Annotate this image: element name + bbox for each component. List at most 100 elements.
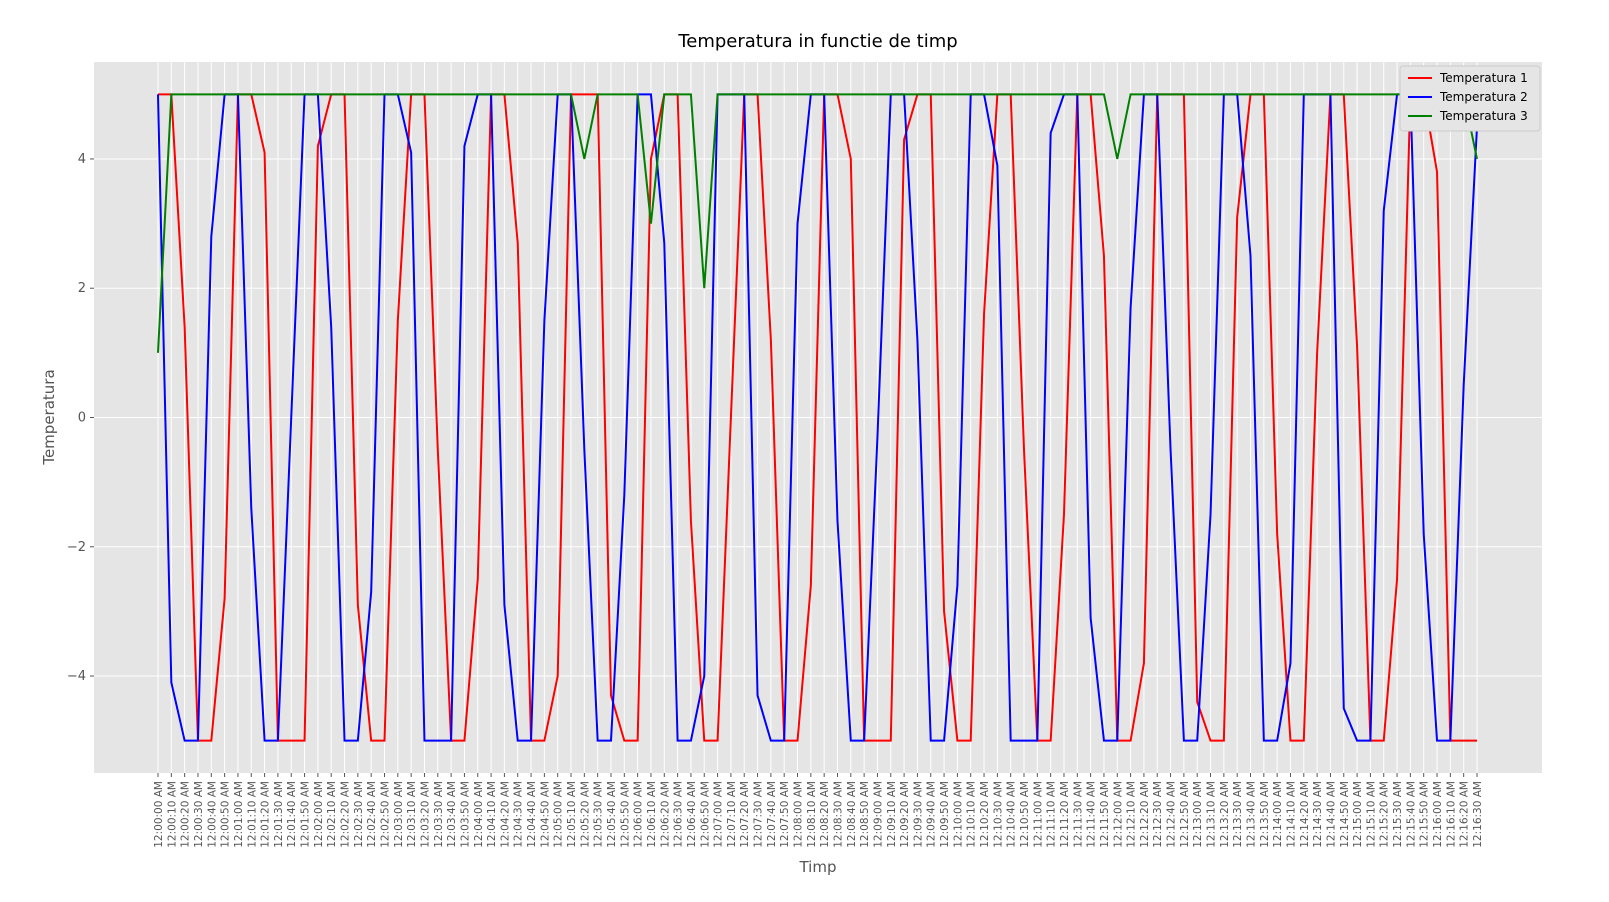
x-tick-label: 12:05:30 AM xyxy=(593,781,605,848)
x-tick-label: 12:06:00 AM xyxy=(633,781,645,848)
x-tick-label: 12:11:50 AM xyxy=(1099,781,1111,848)
x-tick-label: 12:00:20 AM xyxy=(180,781,192,848)
x-tick-label: 12:07:20 AM xyxy=(739,781,751,848)
x-tick-label: 12:13:50 AM xyxy=(1259,781,1271,848)
x-tick-label: 12:10:40 AM xyxy=(1006,781,1018,848)
x-tick-label: 12:12:40 AM xyxy=(1166,781,1178,848)
chart-title: Temperatura in functie de timp xyxy=(677,31,957,52)
x-tick-label: 12:08:40 AM xyxy=(846,781,858,848)
x-tick-label: 12:11:40 AM xyxy=(1086,781,1098,848)
x-tick-label: 12:07:40 AM xyxy=(766,781,778,848)
x-tick-label: 12:10:30 AM xyxy=(992,781,1004,848)
x-tick-label: 12:03:20 AM xyxy=(419,781,431,848)
x-tick-label: 12:06:50 AM xyxy=(699,781,711,848)
x-tick-label: 12:01:00 AM xyxy=(233,781,245,848)
x-tick-label: 12:04:30 AM xyxy=(513,781,525,848)
x-tick-label: 12:08:00 AM xyxy=(793,781,805,848)
x-tick-label: 12:08:50 AM xyxy=(859,781,871,848)
x-tick-label: 12:13:20 AM xyxy=(1219,781,1231,848)
x-tick-label: 12:12:00 AM xyxy=(1112,781,1124,848)
x-tick-label: 12:16:30 AM xyxy=(1472,781,1484,848)
x-tick-label: 12:03:00 AM xyxy=(393,781,405,848)
x-tick-label: 12:02:30 AM xyxy=(353,781,365,848)
x-tick-label: 12:10:10 AM xyxy=(966,781,978,848)
x-tick-label: 12:15:00 AM xyxy=(1352,781,1364,848)
x-tick-label: 12:01:10 AM xyxy=(246,781,258,848)
x-tick-label: 12:05:00 AM xyxy=(553,781,565,848)
x-tick-label: 12:11:30 AM xyxy=(1072,781,1084,848)
x-tick-label: 12:04:00 AM xyxy=(473,781,485,848)
x-tick-label: 12:02:10 AM xyxy=(326,781,338,848)
x-tick-label: 12:07:00 AM xyxy=(713,781,725,848)
x-tick-label: 12:14:10 AM xyxy=(1285,781,1297,848)
x-tick-label: 12:09:40 AM xyxy=(926,781,938,848)
x-tick-label: 12:07:50 AM xyxy=(779,781,791,848)
legend-box xyxy=(1399,65,1541,132)
y-tick-label: −4 xyxy=(67,669,86,684)
x-tick-label: 12:15:10 AM xyxy=(1365,781,1377,848)
x-tick-label: 12:07:10 AM xyxy=(726,781,738,848)
x-tick-label: 12:06:10 AM xyxy=(646,781,658,848)
x-tick-label: 12:02:20 AM xyxy=(340,781,352,848)
x-tick-label: 12:16:00 AM xyxy=(1432,781,1444,848)
x-tick-label: 12:09:50 AM xyxy=(939,781,951,848)
x-tick-label: 12:04:10 AM xyxy=(486,781,498,848)
x-tick-label: 12:02:00 AM xyxy=(313,781,325,848)
x-tick-label: 12:10:20 AM xyxy=(979,781,991,848)
x-tick-label: 12:05:10 AM xyxy=(566,781,578,848)
x-tick-label: 12:10:00 AM xyxy=(952,781,964,848)
x-tick-label: 12:06:40 AM xyxy=(686,781,698,848)
x-tick-label: 12:14:00 AM xyxy=(1272,781,1284,848)
x-tick-label: 12:16:20 AM xyxy=(1459,781,1471,848)
x-tick-label: 12:09:30 AM xyxy=(912,781,924,848)
x-tick-label: 12:01:50 AM xyxy=(300,781,312,848)
y-tick-label: 4 xyxy=(78,152,86,167)
x-tick-label: 12:10:50 AM xyxy=(1019,781,1031,848)
x-tick-label: 12:11:00 AM xyxy=(1032,781,1044,848)
x-tick-label: 12:04:40 AM xyxy=(526,781,538,848)
x-tick-label: 12:02:50 AM xyxy=(379,781,391,848)
series-line xyxy=(157,93,1478,353)
x-tick-label: 12:03:30 AM xyxy=(433,781,445,848)
x-tick-label: 12:15:20 AM xyxy=(1379,781,1391,848)
x-tick-label: 12:00:00 AM xyxy=(153,781,165,848)
x-tick-label: 12:09:10 AM xyxy=(886,781,898,848)
x-tick-label: 12:04:50 AM xyxy=(539,781,551,848)
x-tick-label: 12:15:30 AM xyxy=(1392,781,1404,848)
x-tick-label: 12:00:30 AM xyxy=(193,781,205,848)
x-tick-label: 12:06:30 AM xyxy=(673,781,685,848)
x-tick-label: 12:03:50 AM xyxy=(459,781,471,848)
x-tick-label: 12:12:50 AM xyxy=(1179,781,1191,848)
y-axis-label: Temperatura xyxy=(40,369,58,465)
legend-label: Temperatura 3 xyxy=(1439,109,1528,123)
x-tick-label: 12:05:40 AM xyxy=(606,781,618,848)
x-tick-label: 12:14:30 AM xyxy=(1312,781,1324,848)
x-tick-label: 12:03:40 AM xyxy=(446,781,458,848)
x-tick-label: 12:00:10 AM xyxy=(166,781,178,848)
x-tick-label: 12:13:40 AM xyxy=(1246,781,1258,848)
x-tick-label: 12:07:30 AM xyxy=(753,781,765,848)
x-tick-label: 12:16:10 AM xyxy=(1445,781,1457,848)
x-tick-label: 12:14:50 AM xyxy=(1339,781,1351,848)
x-tick-label: 12:12:20 AM xyxy=(1139,781,1151,848)
x-tick-label: 12:01:20 AM xyxy=(260,781,272,848)
x-tick-label: 12:11:20 AM xyxy=(1059,781,1071,848)
x-tick-label: 12:01:30 AM xyxy=(273,781,285,848)
x-tick-label: 12:00:40 AM xyxy=(206,781,218,848)
x-tick-label: 12:09:00 AM xyxy=(872,781,884,848)
x-tick-label: 12:15:50 AM xyxy=(1419,781,1431,848)
x-tick-label: 12:03:10 AM xyxy=(406,781,418,848)
x-tick-label: 12:08:10 AM xyxy=(806,781,818,848)
x-tick-label: 12:04:20 AM xyxy=(499,781,511,848)
x-tick-label: 12:13:30 AM xyxy=(1232,781,1244,848)
y-tick-label: −2 xyxy=(67,540,86,555)
x-tick-label: 12:06:20 AM xyxy=(659,781,671,848)
x-tick-label: 12:13:00 AM xyxy=(1192,781,1204,848)
x-tick-label: 12:01:40 AM xyxy=(286,781,298,848)
x-tick-label: 12:11:10 AM xyxy=(1046,781,1058,848)
x-tick-label: 12:05:50 AM xyxy=(619,781,631,848)
y-tick-label: 2 xyxy=(78,281,86,296)
legend-label: Temperatura 2 xyxy=(1439,90,1528,104)
x-tick-label: 12:02:40 AM xyxy=(366,781,378,848)
